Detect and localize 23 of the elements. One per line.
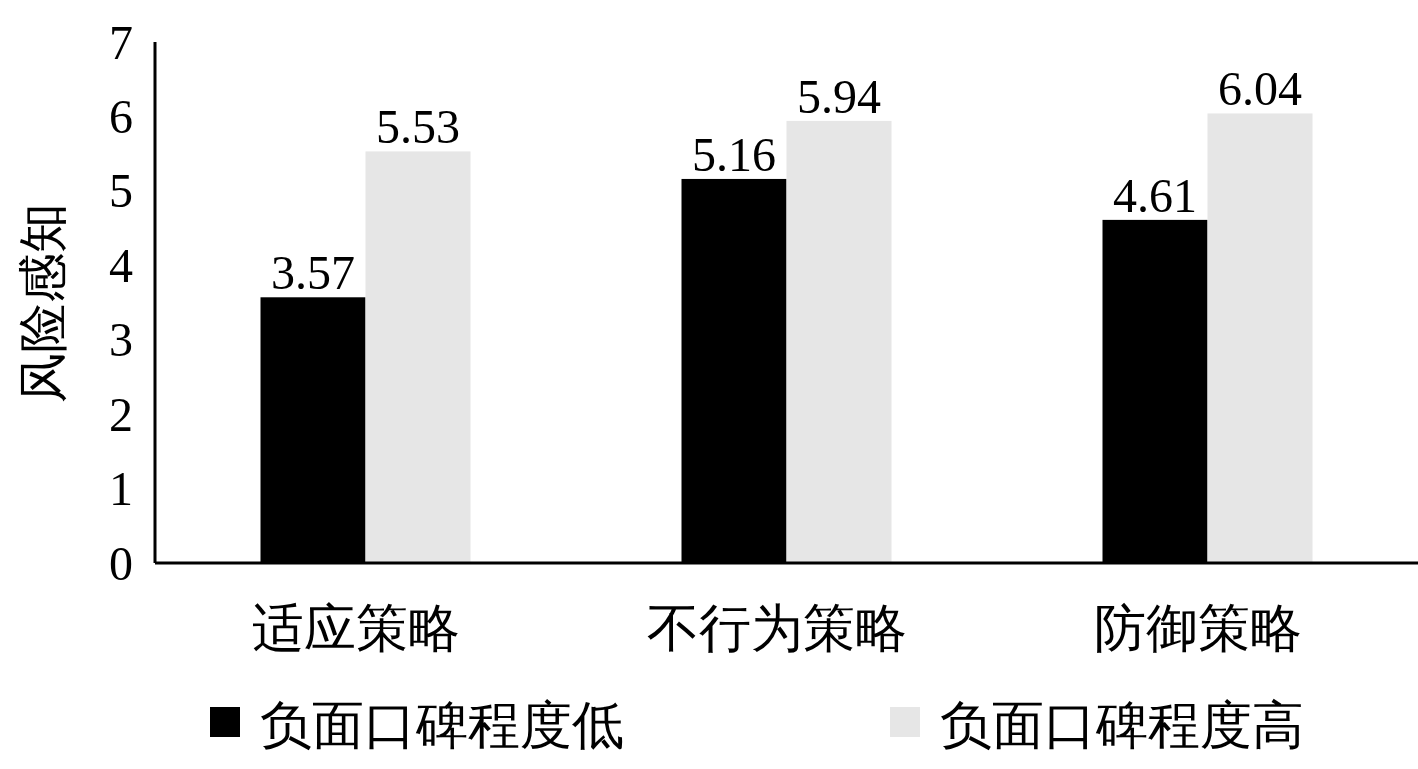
- y-tick-label: 4: [109, 238, 133, 292]
- data-label: 5.16: [692, 127, 776, 181]
- x-tick-label: 适应策略: [251, 600, 460, 657]
- legend-label: 负面口碑程度高: [940, 697, 1304, 754]
- x-tick-label: 防御策略: [1093, 600, 1302, 657]
- bar: [786, 120, 892, 563]
- y-tick-label: 1: [109, 462, 133, 516]
- y-tick-label: 0: [109, 536, 133, 590]
- x-tick-label: 不行为策略: [646, 600, 907, 657]
- data-label: 5.94: [797, 69, 881, 123]
- legend-label: 负面口碑程度低: [260, 697, 624, 754]
- data-label: 6.04: [1218, 62, 1302, 116]
- y-tick-label: 7: [109, 15, 133, 69]
- data-label: 5.53: [376, 100, 460, 154]
- y-tick-label: 5: [109, 164, 133, 218]
- data-label: 4.61: [1113, 168, 1197, 222]
- y-tick-label: 3: [109, 313, 133, 367]
- y-tick-label: 2: [109, 387, 133, 441]
- data-label: 3.57: [271, 246, 355, 300]
- y-axis-title: 风险感知: [15, 202, 71, 403]
- bar: [1207, 113, 1313, 563]
- y-tick-label: 6: [109, 89, 133, 143]
- bar: [365, 151, 471, 563]
